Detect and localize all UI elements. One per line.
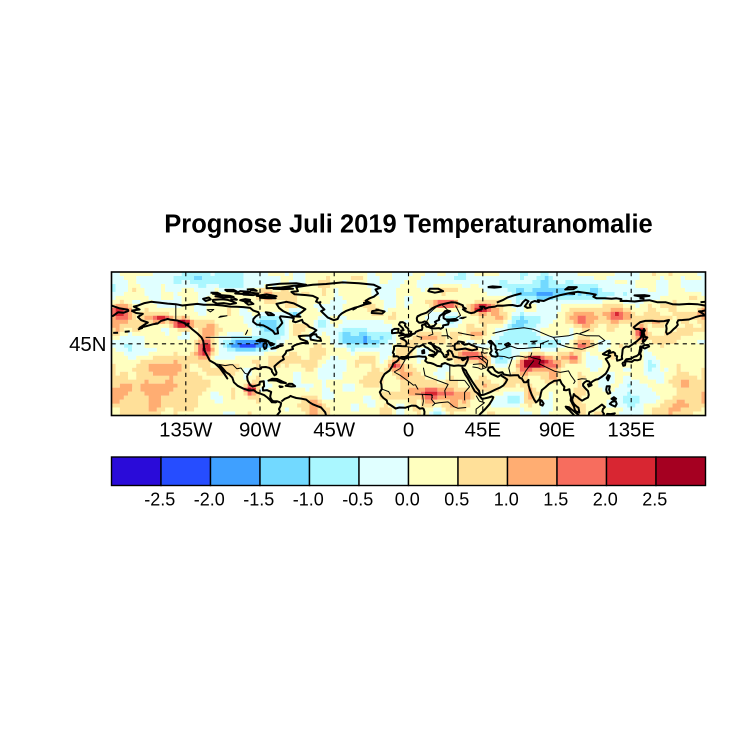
svg-text:45W: 45W: [313, 419, 356, 441]
svg-text:90W: 90W: [239, 419, 282, 441]
svg-text:2.5: 2.5: [642, 490, 667, 510]
svg-text:90E: 90E: [539, 419, 575, 441]
svg-text:45E: 45E: [465, 419, 501, 441]
svg-text:-1.5: -1.5: [243, 490, 274, 510]
svg-text:135W: 135W: [159, 419, 213, 441]
svg-text:0.0: 0.0: [395, 490, 420, 510]
svg-text:-0.5: -0.5: [342, 490, 373, 510]
svg-text:1.0: 1.0: [494, 490, 519, 510]
svg-text:45N: 45N: [69, 334, 106, 356]
svg-text:-2.0: -2.0: [194, 490, 225, 510]
svg-text:1.5: 1.5: [543, 490, 568, 510]
svg-text:-2.5: -2.5: [144, 490, 175, 510]
svg-text:-1.0: -1.0: [293, 490, 324, 510]
svg-text:0: 0: [403, 419, 414, 441]
svg-text:135E: 135E: [607, 419, 655, 441]
svg-text:0.5: 0.5: [444, 490, 469, 510]
svg-text:Prognose Juli 2019 Temperatura: Prognose Juli 2019 Temperaturanomalie: [164, 211, 652, 239]
svg-text:2.0: 2.0: [593, 490, 618, 510]
